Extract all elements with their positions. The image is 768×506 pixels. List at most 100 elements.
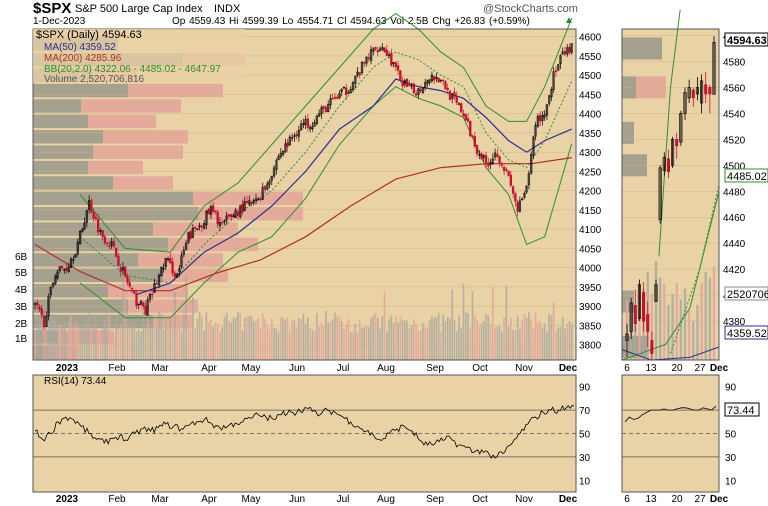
volume-bar xyxy=(399,316,402,360)
volume-bar xyxy=(543,323,546,360)
candle-body xyxy=(351,82,355,90)
volume-bar xyxy=(68,321,70,360)
rsi-x-axis-label: Dec xyxy=(559,494,578,505)
zoom-panel-border xyxy=(621,28,720,361)
candle-body xyxy=(216,211,219,225)
price-tick-label: 4100 xyxy=(579,225,602,236)
chart-date: 1-Dec-2023 xyxy=(33,16,86,27)
volume-bar xyxy=(300,318,302,360)
candle-body xyxy=(214,210,217,213)
volume-bar xyxy=(390,315,393,360)
candle-body xyxy=(166,258,170,261)
zoom-price-tick-label: 4560 xyxy=(723,83,746,94)
volume-bar xyxy=(289,331,291,360)
zoom-x-axis-label: 13 xyxy=(645,363,657,374)
volume-bar xyxy=(151,324,154,360)
volume-bar xyxy=(568,320,571,360)
candle-body xyxy=(471,135,474,137)
volume-bar xyxy=(392,322,395,360)
volume-profile-bar xyxy=(33,176,113,190)
candle-body xyxy=(38,306,41,310)
volume-bar xyxy=(270,318,273,360)
volume-bar xyxy=(331,319,334,360)
volume-bar xyxy=(473,315,476,360)
candle-body xyxy=(76,241,79,254)
candle-body xyxy=(457,103,461,105)
candle-body xyxy=(570,43,573,53)
bollinger-middle-line xyxy=(79,51,573,284)
volume-bar xyxy=(295,327,298,360)
volume-bar xyxy=(95,314,97,360)
zoom-volume-bar xyxy=(679,299,683,360)
candle-body xyxy=(54,275,57,284)
zoom-x-axis-label: 6 xyxy=(624,363,630,374)
candle-body xyxy=(297,130,301,137)
candle-body xyxy=(205,210,208,226)
bb-mid-badge xyxy=(724,168,768,183)
price-tick-label: 3800 xyxy=(579,341,602,352)
candle-body xyxy=(245,200,249,203)
volume-bar xyxy=(117,327,120,360)
volume-bar xyxy=(194,328,196,360)
volume-bar xyxy=(61,323,63,360)
volume-bar xyxy=(370,318,372,360)
candle-body xyxy=(135,293,138,306)
candle-body xyxy=(498,156,501,164)
candle-body xyxy=(284,143,287,153)
volume-profile-bar xyxy=(33,237,168,252)
volume-bar xyxy=(564,328,566,360)
zoom-rsi-x-axis-label: 6 xyxy=(624,494,630,505)
volume-profile-bar xyxy=(88,160,143,175)
zoom-ma50-line xyxy=(621,346,720,361)
candle-body xyxy=(110,240,113,246)
volume-bar xyxy=(183,313,185,360)
candle-body xyxy=(557,64,560,71)
volume-bar xyxy=(521,319,523,360)
candle-body xyxy=(530,154,533,174)
volume-bar xyxy=(65,330,68,360)
volume-bar xyxy=(358,319,361,360)
zoom-candle-body xyxy=(700,80,704,104)
candle-body xyxy=(232,215,235,218)
volume-bar xyxy=(546,331,548,360)
zoom-candle-body xyxy=(675,138,679,147)
volume-bar xyxy=(56,324,59,360)
zoom-candle-body xyxy=(679,113,683,143)
bollinger-lower-line xyxy=(79,86,573,319)
bb-mid-badge-value: 4485.02 xyxy=(727,171,767,183)
candle-body xyxy=(320,107,323,115)
candle-body xyxy=(151,293,154,296)
volume-bar xyxy=(126,312,129,360)
volume-bar xyxy=(167,328,169,360)
volume-bar xyxy=(34,331,36,360)
volume-profile-bar xyxy=(33,191,193,206)
candle-body xyxy=(482,155,485,158)
rsi-x-axis-label: Aug xyxy=(377,494,395,505)
candle-body xyxy=(392,62,395,64)
candle-body xyxy=(108,245,111,247)
volume-bar xyxy=(203,330,205,360)
candle-body xyxy=(209,206,213,215)
candle-body xyxy=(405,78,409,87)
volume-bar xyxy=(174,291,176,360)
zoom-candle-body xyxy=(629,302,633,332)
volume-bar xyxy=(113,331,115,360)
volume-bar xyxy=(77,326,79,360)
zoom-volume-bar xyxy=(683,288,687,360)
volume-bar xyxy=(115,317,117,360)
volume-bar xyxy=(557,327,560,360)
volume-tick-label: 4B xyxy=(15,285,28,296)
volume-bar xyxy=(207,321,210,360)
candle-body xyxy=(358,72,361,75)
volume-bar xyxy=(395,316,397,360)
volume-bar xyxy=(309,328,311,360)
volume-bar xyxy=(165,316,167,360)
candle-body xyxy=(399,70,402,81)
volume-bar xyxy=(561,316,564,360)
candle-body xyxy=(94,216,98,220)
volume-bar xyxy=(433,318,435,360)
candle-body xyxy=(550,89,553,98)
zoom-candle-body xyxy=(704,84,708,95)
volume-bar xyxy=(449,318,451,360)
